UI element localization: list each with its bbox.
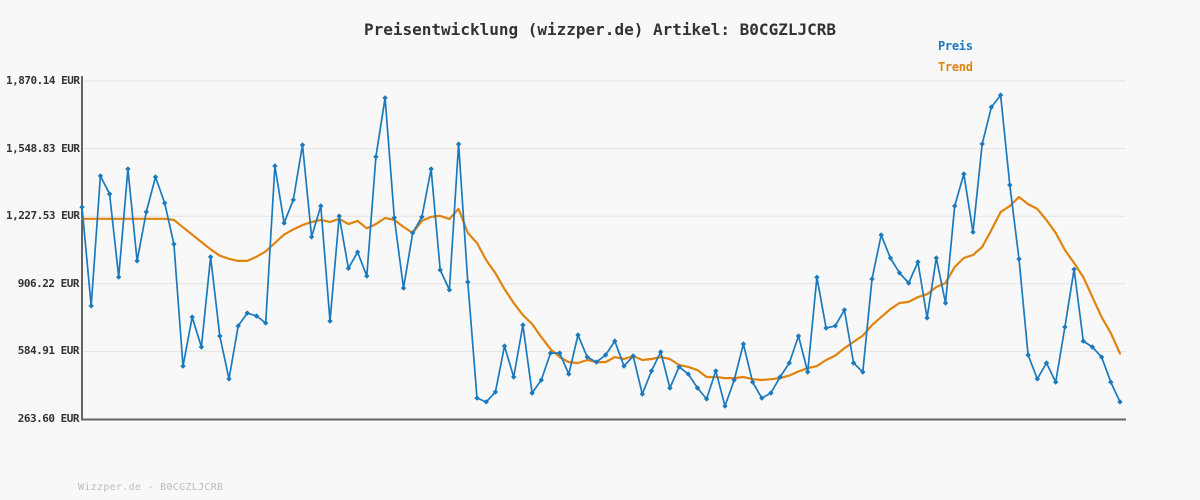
y-tick-label: 263.60 EUR bbox=[17, 412, 80, 425]
y-tick-label: 1,548.83 EUR bbox=[6, 141, 80, 155]
legend-item-trend: Trend bbox=[938, 60, 973, 74]
y-tick-label: 1,870.14 EUR bbox=[6, 74, 80, 87]
chart-legend: Preis Trend bbox=[938, 39, 973, 74]
y-tick-label: 906.22 EUR bbox=[17, 276, 80, 290]
y-tick-label: 584.91 EUR bbox=[17, 344, 80, 358]
chart-title: Preisentwicklung (wizzper.de) Artikel: B… bbox=[363, 20, 836, 39]
legend-item-preis: Preis bbox=[938, 39, 973, 53]
watermark-text: Wizzper.de - B0CGZLJCRB bbox=[78, 482, 224, 493]
y-tick-label: 1,227.53 EUR bbox=[6, 209, 80, 223]
